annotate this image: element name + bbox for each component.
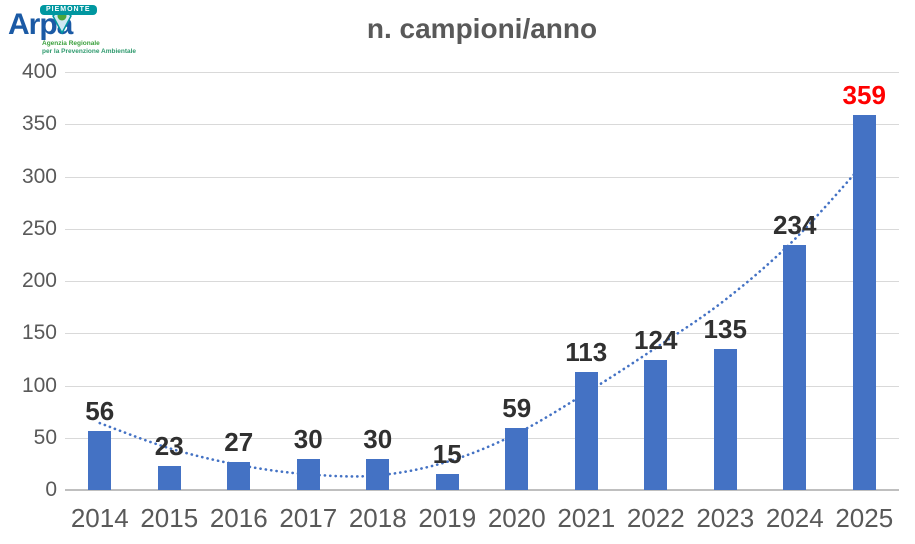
x-tick-label-2024: 2024: [765, 503, 824, 533]
chart-title: n. campioni/anno: [366, 13, 598, 44]
y-tick-label-200: 200: [21, 269, 57, 292]
bar-2017: [296, 458, 320, 490]
y-tick-label-400: 400: [21, 60, 57, 83]
x-tick-label-2021: 2021: [557, 503, 616, 533]
arpa-logo-tagline: Agenzia Regionale per la Prevenzione Amb…: [42, 40, 136, 55]
x-tick-label-2014: 2014: [70, 503, 129, 533]
bar-value-label-2024: 234: [773, 210, 817, 241]
x-tick-label-2022: 2022: [626, 503, 685, 533]
bar-2016: [227, 461, 251, 490]
bar-value-label-2019: 15: [432, 439, 462, 470]
x-tick-label-2018: 2018: [348, 503, 407, 533]
arpa-logo-tagline-line1: Agenzia Regionale: [42, 40, 100, 47]
bar-2020: [505, 428, 529, 490]
arpa-logo-region-banner: PIEMONTE: [40, 5, 97, 15]
bar-2018: [366, 458, 390, 490]
gridline-350: [65, 124, 899, 126]
y-tick-label-250: 250: [21, 216, 57, 240]
x-tick-label-2025: 2025: [835, 503, 894, 533]
bar-2015: [157, 465, 181, 490]
gridline-300: [65, 176, 899, 178]
y-tick-label-150: 150: [21, 321, 57, 345]
x-tick-label-2020: 2020: [487, 503, 546, 533]
arpa-logo-tagline-line2: per la Prevenzione Ambientale: [42, 47, 137, 55]
gridline-200: [65, 281, 899, 282]
bar-value-label-2021: 113: [565, 336, 608, 367]
gridline-0: [65, 489, 899, 491]
bar-value-label-2017: 30: [293, 423, 323, 454]
bar-value-label-2014: 56: [85, 396, 115, 427]
bar-value-label-2018: 30: [363, 423, 393, 454]
x-tick-label-2023: 2023: [696, 503, 755, 533]
x-tick-label-2019: 2019: [418, 503, 477, 533]
gridline-150: [65, 333, 899, 335]
x-tick-label-2015: 2015: [140, 503, 199, 533]
y-tick-label-300: 300: [21, 164, 57, 188]
x-tick-label-2016: 2016: [209, 503, 268, 533]
bar-value-label-2022: 124: [634, 325, 678, 356]
x-tick-label-2017: 2017: [279, 503, 338, 533]
arpa-piemonte-logo: PIEMONTE Arpa Agenzia Regionale per la P…: [8, 4, 138, 55]
gridline-100: [65, 385, 899, 387]
bar-value-label-2025: 359: [842, 79, 886, 110]
bar-value-label-2020: 59: [502, 393, 532, 424]
bar-2021: [574, 371, 598, 490]
bar-value-label-2016: 27: [224, 426, 254, 457]
y-tick-label-350: 350: [21, 112, 57, 136]
y-tick-label-0: 0: [45, 478, 57, 501]
bar-2014: [88, 431, 112, 490]
bar-2022: [644, 360, 668, 490]
gridline-400: [65, 72, 899, 73]
bar-2019: [435, 474, 459, 490]
bar-value-label-2023: 135: [703, 313, 747, 344]
bar-2023: [713, 348, 737, 490]
bar-2024: [783, 245, 807, 490]
bar-value-label-2015: 23: [154, 430, 184, 461]
bar-2025: [852, 114, 876, 490]
y-tick-label-50: 50: [33, 425, 57, 449]
y-tick-label-100: 100: [21, 373, 57, 397]
